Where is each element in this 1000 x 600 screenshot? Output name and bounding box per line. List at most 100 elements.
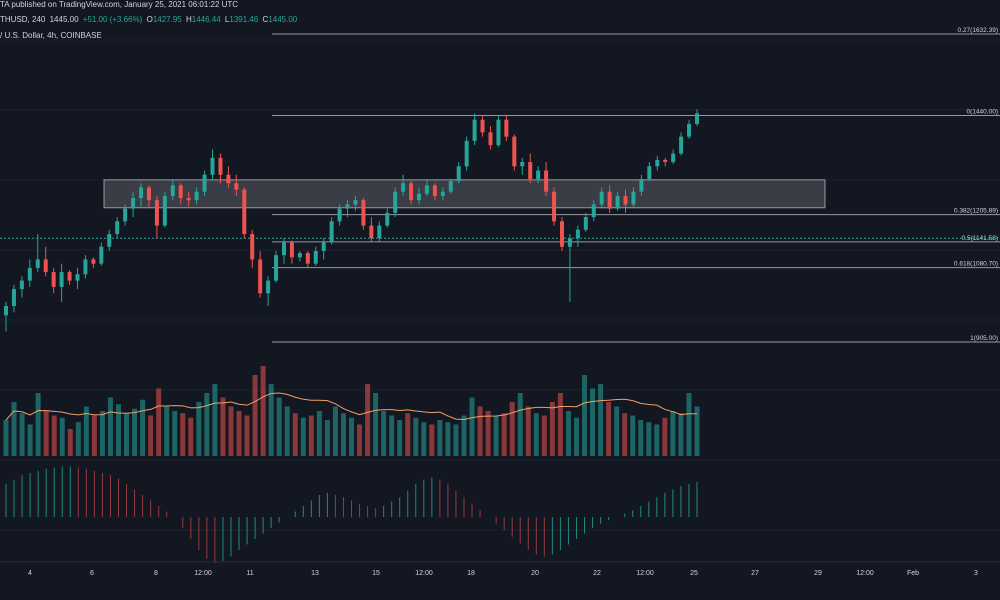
x-axis-tick-label: 3 [974,570,978,577]
fib-level-label: 0.618(1080.70) [954,261,998,268]
candle-body [139,187,144,199]
volume-bar [260,366,266,456]
candle-body [393,191,398,213]
volume-bar [389,415,395,456]
volume-bar [115,404,121,456]
candle-body [337,208,342,222]
volume-bar [453,424,459,456]
candle-body [353,200,358,205]
volume-bar [582,375,588,456]
volume-bar [252,375,258,456]
fib-level-label: 0.5(1141.58) [962,235,998,242]
volume-bar [373,393,379,456]
volume-bar [573,417,579,456]
candle-body [424,185,429,194]
candle-body [401,183,406,192]
candle-body [19,280,24,290]
volume-bar [35,393,41,456]
instrument-line: / U.S. Dollar, 4h, COINBASE [0,31,102,40]
candle-body [234,183,239,190]
x-axis-tick-label: 6 [90,570,94,577]
x-axis-tick-label: 27 [751,570,759,577]
candle-body [107,234,112,247]
volume-bar [557,393,563,456]
x-axis-tick-label: 12:00 [636,570,654,577]
x-axis-tick-label: 20 [531,570,539,577]
candle-body [559,221,564,247]
volume-bar [590,388,596,456]
fib-level-label: 0.27(1632.39) [958,27,998,34]
candle-body [210,157,215,175]
volume-bar [180,413,186,456]
candle-body [258,259,263,294]
volume-bar [598,384,604,456]
volume-bar [662,417,668,456]
volume-bar [469,397,475,456]
volume-bar [349,417,354,456]
candle-body [178,185,183,199]
volume-bar [324,420,330,456]
candle-body [35,259,40,268]
volume-bar [421,422,427,456]
candle-body [528,162,533,179]
x-axis-tick-label: 22 [593,570,601,577]
volume-bar [485,411,491,456]
volume-bar [638,420,644,456]
volume-bar [332,406,338,456]
volume-bar [509,402,515,456]
candle-body [417,193,422,201]
candle-body [226,174,231,184]
candle-body [281,242,286,256]
volume-bar [316,411,322,456]
volume-bar [381,411,387,456]
volume-bar [132,408,138,456]
close-value: 1445.00 [268,15,298,24]
volume-bar [365,384,371,456]
volume-bar [654,424,660,456]
open-label: O [146,15,153,24]
x-axis-tick-label: 4 [28,570,32,577]
candle-body [480,119,485,133]
candle-body [464,140,469,167]
volume-bar [606,402,612,456]
candle-body [432,185,437,196]
candle-body [623,195,628,205]
close-label: C [262,15,269,24]
candle-body [647,166,652,179]
x-axis-tick-label: 11 [246,570,253,577]
volume-bar [429,424,435,456]
candle-body [202,174,207,192]
volume-bar [196,402,202,456]
candle-body [575,229,580,239]
volume-bar [541,415,547,456]
candle-body [75,274,80,281]
candle-body [91,259,96,264]
volume-bar [300,417,306,456]
volume-bar [43,411,49,456]
candle-body [146,187,151,201]
symbol-label: THUSD, 240 [0,15,46,24]
candle-body [43,259,48,273]
candle-body [456,166,461,182]
volume-bar [678,413,684,456]
candle-body [27,267,32,281]
candle-body [599,191,604,205]
volume-bar [622,413,628,456]
volume-bar [694,406,700,456]
candle-body [115,221,120,235]
x-axis-tick-label: Feb [907,570,919,577]
candle-body [615,195,620,209]
volume-bar [284,406,290,456]
candle-body [250,234,255,260]
candle-body [504,119,509,137]
candle-body [583,217,588,230]
volume-bar [477,406,483,456]
candle-body [99,246,104,264]
candle-body [242,189,247,235]
candle-body [67,272,72,281]
volume-bar [686,393,692,456]
volume-bar [670,411,676,456]
x-axis-tick-label: 18 [467,570,475,577]
volume-bar [220,397,226,456]
